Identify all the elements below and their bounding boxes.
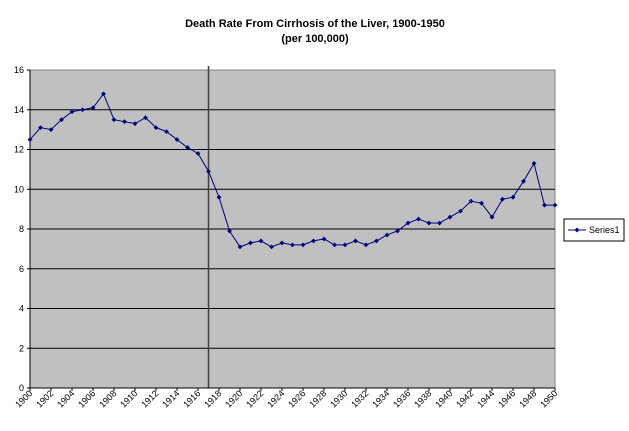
y-tick-label: 10 — [14, 184, 24, 194]
data-point — [164, 129, 169, 135]
data-point — [59, 117, 64, 123]
x-tick-label: 1950 — [538, 388, 559, 409]
data-point — [489, 214, 495, 220]
data-point — [479, 200, 484, 206]
data-point — [342, 242, 348, 248]
data-point — [143, 115, 148, 121]
data-point — [384, 232, 390, 238]
x-tick-label: 1940 — [433, 388, 454, 409]
data-point — [510, 194, 516, 200]
data-point — [174, 137, 180, 142]
x-tick-label: 1926 — [286, 388, 307, 409]
x-tick-label: 1912 — [139, 388, 160, 409]
data-point — [80, 107, 85, 113]
data-point — [248, 240, 253, 246]
data-point — [542, 202, 547, 208]
x-tick-label: 1946 — [496, 388, 517, 409]
chart-title: Death Rate From Cirrhosis of the Liver, … — [185, 18, 445, 30]
x-tick-label: 1906 — [76, 388, 97, 409]
data-point — [153, 125, 159, 131]
x-tick-label: 1908 — [97, 388, 118, 409]
legend-marker — [574, 227, 580, 233]
y-tick-label: 16 — [14, 65, 24, 75]
series-layer — [27, 91, 558, 250]
data-point — [426, 220, 432, 226]
data-point — [458, 208, 463, 214]
data-point — [111, 117, 117, 123]
x-tick-label: 1904 — [55, 388, 76, 409]
data-point — [101, 91, 106, 97]
data-point — [227, 228, 232, 234]
data-point — [332, 242, 337, 248]
data-point — [363, 242, 369, 248]
y-tick-label: 14 — [14, 105, 24, 115]
chart-subtitle: (per 100,000) — [281, 33, 349, 45]
x-tick-label: 1936 — [391, 388, 412, 409]
data-point — [447, 214, 453, 220]
data-point — [206, 168, 211, 174]
data-point — [416, 216, 421, 222]
gridlines — [30, 109, 555, 349]
y-tick-label: 0 — [19, 383, 24, 393]
legend-box — [563, 218, 625, 242]
data-point — [195, 151, 201, 156]
x-tick-label: 1918 — [202, 388, 223, 409]
data-point — [269, 244, 274, 250]
x-tick-label: 1914 — [160, 388, 181, 409]
x-tick-label: 1900 — [13, 388, 34, 409]
x-tick-label: 1916 — [181, 388, 202, 409]
data-point — [395, 228, 400, 234]
data-point — [321, 236, 327, 242]
x-tick-label: 1930 — [328, 388, 349, 409]
data-point — [90, 105, 96, 111]
data-point — [521, 178, 526, 184]
x-tick-label: 1932 — [349, 388, 370, 409]
x-tick-label: 1934 — [370, 388, 391, 409]
x-tick-label: 1928 — [307, 388, 328, 409]
data-point — [531, 161, 537, 166]
data-point — [216, 194, 222, 200]
x-tick-label: 1938 — [412, 388, 433, 409]
data-point — [353, 238, 358, 244]
data-point — [258, 238, 264, 244]
data-point — [122, 119, 127, 125]
x-tick-label: 1910 — [118, 388, 139, 409]
x-tick-label: 1902 — [34, 388, 55, 409]
y-tick-label: 6 — [19, 264, 24, 274]
data-point — [185, 145, 190, 150]
x-tick-label: 1920 — [223, 388, 244, 409]
data-point — [311, 238, 316, 244]
data-point — [300, 242, 306, 248]
data-point — [290, 242, 295, 248]
legend: Series1 — [563, 218, 625, 242]
data-point — [468, 198, 474, 204]
x-tick-label: 1924 — [265, 388, 286, 409]
data-point — [38, 125, 43, 131]
data-point — [437, 220, 442, 226]
data-point — [69, 109, 75, 115]
data-point — [552, 202, 558, 208]
x-tick-label: 1948 — [517, 388, 538, 409]
x-tick-label: 1942 — [454, 388, 475, 409]
data-point — [500, 196, 505, 202]
x-tick-label: 1944 — [475, 388, 496, 409]
data-point — [48, 127, 54, 133]
y-tick-label: 12 — [14, 145, 24, 155]
y-tick-label: 8 — [19, 224, 24, 234]
legend-label: Series1 — [589, 225, 620, 235]
data-point — [279, 240, 285, 246]
data-point — [27, 137, 33, 142]
x-tick-label: 1922 — [244, 388, 265, 409]
data-point — [374, 238, 379, 244]
y-tick-label: 2 — [19, 343, 24, 353]
data-point — [132, 121, 138, 127]
data-point — [405, 220, 411, 226]
data-point — [237, 244, 243, 250]
y-tick-label: 4 — [19, 304, 24, 314]
